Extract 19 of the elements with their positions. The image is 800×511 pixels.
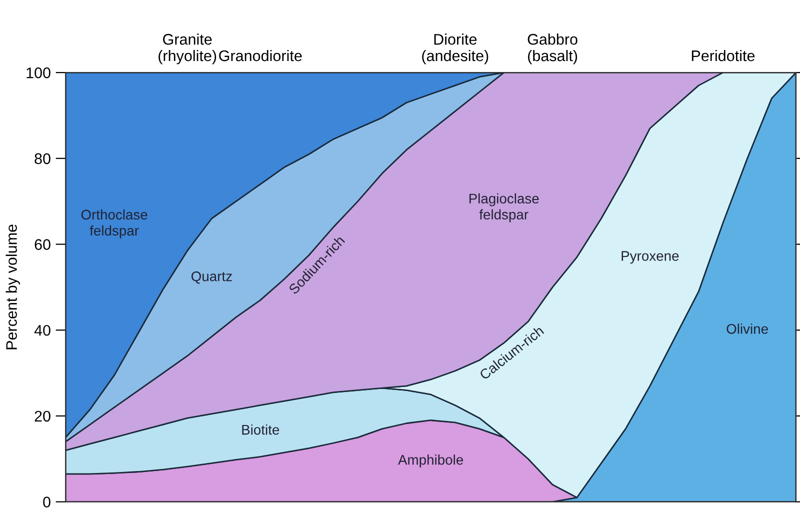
- y-tick-label: 20: [34, 410, 50, 422]
- x-tick-label: Gabbro (basalt): [528, 34, 578, 64]
- series-label: Plagioclase feldspar: [469, 193, 539, 222]
- x-tick-label: Peridotite: [692, 50, 755, 62]
- y-tick-label: 60: [34, 239, 50, 250]
- y-tick-label: 40: [34, 324, 50, 336]
- y-axis-title: Percent by volume: [6, 224, 20, 350]
- series-label: Orthoclase feldspar: [81, 209, 148, 238]
- x-tick-label: Diorite (andesite): [422, 34, 488, 64]
- series-label: Quartz: [192, 271, 232, 284]
- x-tick-label: Granite (rhyolite): [158, 34, 216, 64]
- y-tick-label: 100: [26, 67, 50, 78]
- series-label: Pyroxene: [622, 251, 679, 264]
- series-label: Amphibole: [398, 454, 463, 468]
- series-label: Biotite: [242, 424, 280, 435]
- x-tick-label: Granodiorite: [219, 50, 302, 62]
- y-tick-label: 80: [34, 153, 50, 164]
- series-label: Olivine: [726, 324, 768, 334]
- y-tick-label: 0: [43, 496, 50, 508]
